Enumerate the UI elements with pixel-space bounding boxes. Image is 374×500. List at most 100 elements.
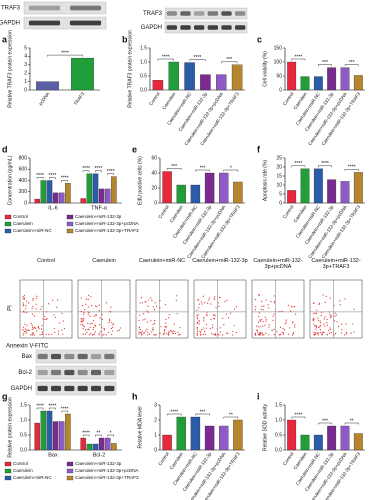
sig-label: ***: [322, 418, 328, 424]
sig-bracket: [47, 54, 83, 57]
y-axis-label: Cell viability (%): [262, 51, 268, 87]
bar: [52, 192, 59, 204]
flow-event: [202, 333, 204, 336]
flow-event: [94, 331, 96, 333]
y-tick-label: 0.5: [275, 432, 282, 438]
x-tick-label: Control: [282, 204, 295, 219]
flow-event: [163, 330, 166, 332]
sig-bracket: [157, 58, 174, 61]
flow-event: [31, 334, 33, 336]
bar: [58, 421, 65, 451]
flow-event: [51, 299, 54, 301]
flow-event: [271, 329, 273, 331]
x-tick-label: Control: [282, 91, 295, 106]
flow-event: [339, 300, 341, 302]
flow-event: [352, 323, 354, 325]
x-tick-label: Control: [148, 91, 161, 106]
flow-event: [87, 322, 89, 324]
flow-event: [145, 301, 147, 303]
flow-event: [255, 306, 257, 308]
flow-event: [196, 314, 198, 316]
flow-event: [148, 299, 150, 301]
flow-event: [318, 326, 320, 328]
sig-bracket: [344, 169, 359, 171]
flow-event: [32, 313, 34, 315]
flow-event: [312, 317, 314, 319]
blot-band: [221, 11, 232, 16]
flow-event: [176, 295, 178, 297]
bar: [204, 172, 215, 204]
sig-bracket: [49, 407, 56, 410]
flow-event: [23, 298, 26, 300]
flow-event: [81, 319, 83, 321]
flow-event: [105, 334, 107, 336]
y-tick-label: 3: [24, 62, 27, 68]
flow-event: [165, 318, 167, 320]
panel-letter: i: [257, 391, 260, 401]
flow-event: [34, 326, 36, 329]
flow-event: [140, 333, 143, 336]
y-tick-label: 1.5: [140, 45, 147, 51]
bar: [92, 443, 99, 451]
flow-event: [255, 325, 257, 327]
flow-event: [62, 320, 64, 322]
flow-event: [276, 331, 278, 333]
flow-event: [150, 320, 152, 322]
flow-event: [31, 307, 33, 310]
flow-event: [111, 333, 113, 336]
panel-letter: a: [2, 34, 8, 44]
flow-event: [153, 309, 156, 311]
y-tick-label: 0: [24, 200, 27, 206]
y-tick-label: 600: [19, 167, 28, 173]
y-axis-label: EdU positive cells (%): [137, 156, 143, 205]
flow-event: [282, 327, 284, 330]
flow-event: [108, 322, 110, 324]
flow-event: [56, 299, 59, 301]
flow-event: [98, 304, 101, 306]
flow-event: [164, 328, 166, 331]
flow-event: [326, 322, 328, 324]
legend-swatch: [4, 221, 12, 227]
flow-event: [138, 319, 140, 322]
sig-bracket: [223, 416, 239, 419]
flow-event: [206, 311, 208, 313]
bar: [300, 434, 310, 451]
bar: [58, 192, 65, 204]
bar: [46, 180, 53, 204]
flow-event: [94, 324, 96, 326]
sig-label: ***: [171, 164, 177, 170]
y-axis-label: Relative protein expression: [7, 397, 13, 458]
flow-event: [41, 306, 43, 308]
flow-event: [260, 319, 263, 321]
x-tick-label: Bax: [48, 452, 58, 458]
flow-column-label: Control: [37, 258, 55, 264]
y-tick-label: 0: [154, 447, 157, 453]
sig-label: ****: [294, 412, 302, 418]
flow-event: [259, 326, 261, 328]
flow-event: [151, 331, 153, 333]
flow-event: [168, 332, 170, 334]
flow-event: [196, 334, 198, 336]
bar: [40, 410, 47, 451]
flow-event: [41, 324, 43, 326]
flow-event: [95, 314, 98, 316]
flow-event: [287, 304, 290, 306]
bar: [34, 422, 40, 451]
bar: [216, 74, 227, 91]
bar: [98, 188, 105, 204]
y-tick-label: 0.5: [20, 432, 27, 438]
flow-event: [22, 304, 25, 306]
flow-event: [54, 316, 57, 319]
flow-event: [45, 311, 48, 313]
flow-event: [319, 320, 321, 322]
blot-band: [37, 385, 48, 392]
legend-swatch: [4, 214, 12, 220]
flow-event: [102, 334, 104, 336]
flow-event: [330, 314, 332, 317]
flow-event: [336, 321, 338, 323]
flow-event: [143, 332, 145, 335]
flow-event: [273, 313, 275, 315]
flow-event: [25, 305, 27, 307]
flow-event: [294, 324, 296, 326]
sig-label: ****: [94, 166, 102, 172]
